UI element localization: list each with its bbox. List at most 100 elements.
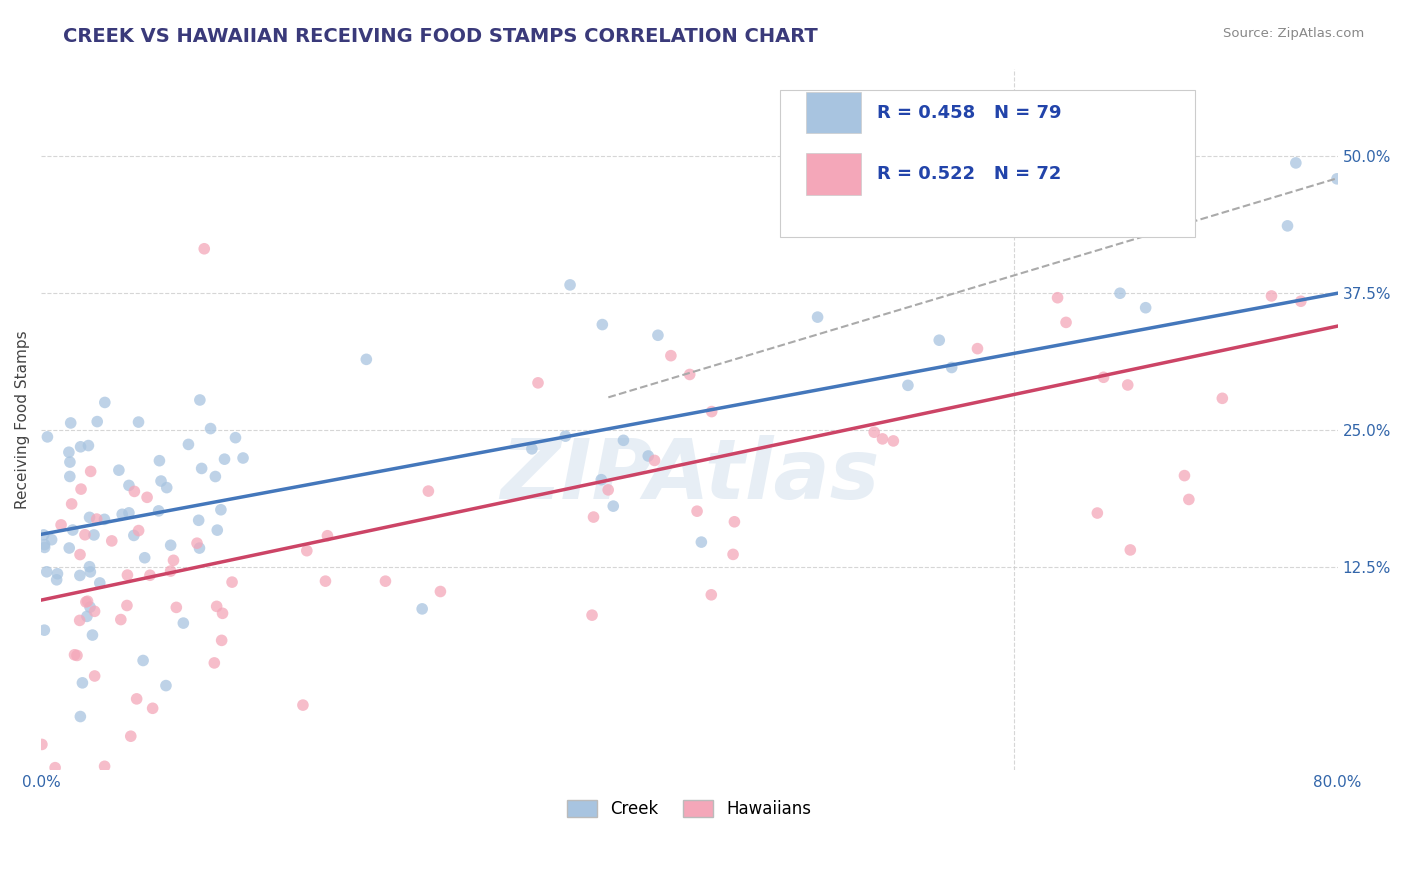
FancyBboxPatch shape (806, 92, 860, 133)
Point (89, 576, 111, 591)
Point (72, 676, 94, 690)
Point (1289, 294, 1312, 309)
Point (295, 543, 318, 558)
Point (1092, 370, 1115, 384)
Point (232, 450, 254, 465)
Point (582, 510, 605, 524)
Point (1285, 156, 1308, 170)
Text: Source: ZipAtlas.com: Source: ZipAtlas.com (1223, 27, 1364, 40)
Point (700, 404, 723, 418)
Point (897, 378, 920, 392)
Point (100, 533, 122, 548)
Legend: Creek, Hawaiians: Creek, Hawaiians (560, 793, 818, 825)
Point (1109, 286, 1132, 301)
Point (148, 453, 170, 467)
Point (35, 565, 58, 579)
Point (115, 599, 138, 613)
Point (429, 584, 451, 599)
FancyBboxPatch shape (780, 89, 1195, 237)
Point (527, 376, 550, 390)
Point (1054, 315, 1077, 329)
Point (807, 310, 830, 325)
Point (132, 653, 155, 667)
Point (59, 416, 82, 430)
Point (79, 565, 101, 579)
Point (34, 538, 56, 552)
Point (59, 455, 82, 469)
Point (314, 574, 336, 589)
Point (221, 575, 243, 590)
Point (63, 648, 86, 662)
Point (193, 242, 215, 256)
Point (188, 541, 211, 555)
Point (117, 568, 139, 582)
Point (108, 463, 131, 477)
Point (46, 566, 69, 581)
Point (1116, 378, 1139, 392)
Point (659, 349, 682, 363)
Point (637, 449, 659, 463)
Point (139, 568, 162, 582)
Point (59, 469, 82, 483)
Point (1173, 468, 1195, 483)
Point (1178, 492, 1201, 507)
Point (188, 392, 211, 407)
Point (1119, 543, 1142, 558)
Point (155, 679, 177, 693)
Point (34, 623, 56, 637)
Point (211, 633, 233, 648)
Point (76, 609, 98, 624)
Point (207, 523, 229, 537)
Point (69, 548, 91, 562)
Point (118, 478, 141, 492)
Point (1260, 289, 1282, 303)
Point (700, 588, 723, 602)
Point (374, 574, 396, 589)
Point (966, 342, 988, 356)
Point (83, 604, 105, 618)
Point (124, 484, 146, 499)
Point (60, 497, 83, 511)
Point (69, 568, 91, 582)
Point (1326, 171, 1348, 186)
Point (125, 691, 148, 706)
Point (209, 502, 232, 516)
Point (70, 482, 93, 496)
Point (86, 415, 108, 429)
Point (224, 431, 246, 445)
Point (418, 484, 440, 499)
Point (79, 600, 101, 615)
Point (211, 607, 233, 621)
Point (94, 395, 117, 409)
Point (142, 701, 165, 715)
Point (134, 550, 156, 565)
Point (86, 512, 108, 526)
Point (128, 524, 150, 538)
Point (291, 698, 314, 712)
Point (165, 600, 187, 615)
Point (83, 528, 105, 542)
Point (1085, 506, 1108, 520)
Point (1135, 301, 1157, 315)
Point (186, 536, 208, 550)
Point (1277, 219, 1299, 233)
Point (44, 761, 66, 775)
Point (73, 528, 96, 542)
Point (93, 512, 115, 526)
Point (941, 360, 963, 375)
Point (49, 517, 72, 532)
Text: CREEK VS HAWAIIAN RECEIVING FOOD STAMPS CORRELATION CHART: CREEK VS HAWAIIAN RECEIVING FOOD STAMPS … (63, 27, 818, 45)
Point (1046, 291, 1069, 305)
Point (66, 648, 89, 663)
Point (554, 429, 576, 443)
Point (612, 434, 634, 448)
Point (75, 595, 97, 609)
FancyBboxPatch shape (806, 153, 860, 194)
Point (204, 469, 226, 483)
Point (159, 538, 181, 552)
Point (723, 515, 745, 529)
Y-axis label: Receiving Food Stamps: Receiving Food Stamps (15, 330, 30, 508)
Point (679, 368, 702, 382)
Point (863, 425, 886, 440)
Point (558, 277, 581, 292)
